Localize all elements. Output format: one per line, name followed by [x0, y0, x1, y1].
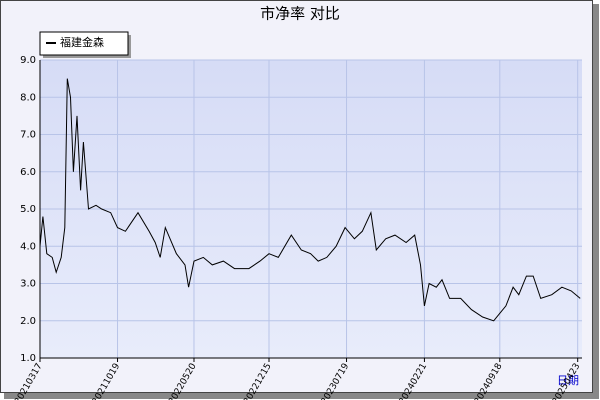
chart-title: 市净率 对比: [260, 5, 340, 23]
y-tick-label: 1.0: [20, 353, 36, 364]
y-tick-label: 7.0: [20, 130, 36, 141]
legend: [39, 31, 129, 56]
shadow: [593, 4, 599, 398]
line: [39, 78, 581, 322]
y-tick-label: 6.0: [20, 167, 36, 178]
y-tick-label: 5.0: [20, 204, 36, 215]
x-axis-label: 日期: [557, 374, 579, 387]
y-tick-label: 9.0: [20, 55, 36, 66]
legend-label: 福建金森: [60, 35, 104, 49]
y-tick-label: 4.0: [20, 241, 36, 252]
y-tick-label: 8.0: [20, 92, 36, 103]
y-tick-label: 3.0: [20, 279, 36, 290]
shadow: [4, 393, 599, 399]
y-tick-label: 2.0: [20, 316, 36, 327]
